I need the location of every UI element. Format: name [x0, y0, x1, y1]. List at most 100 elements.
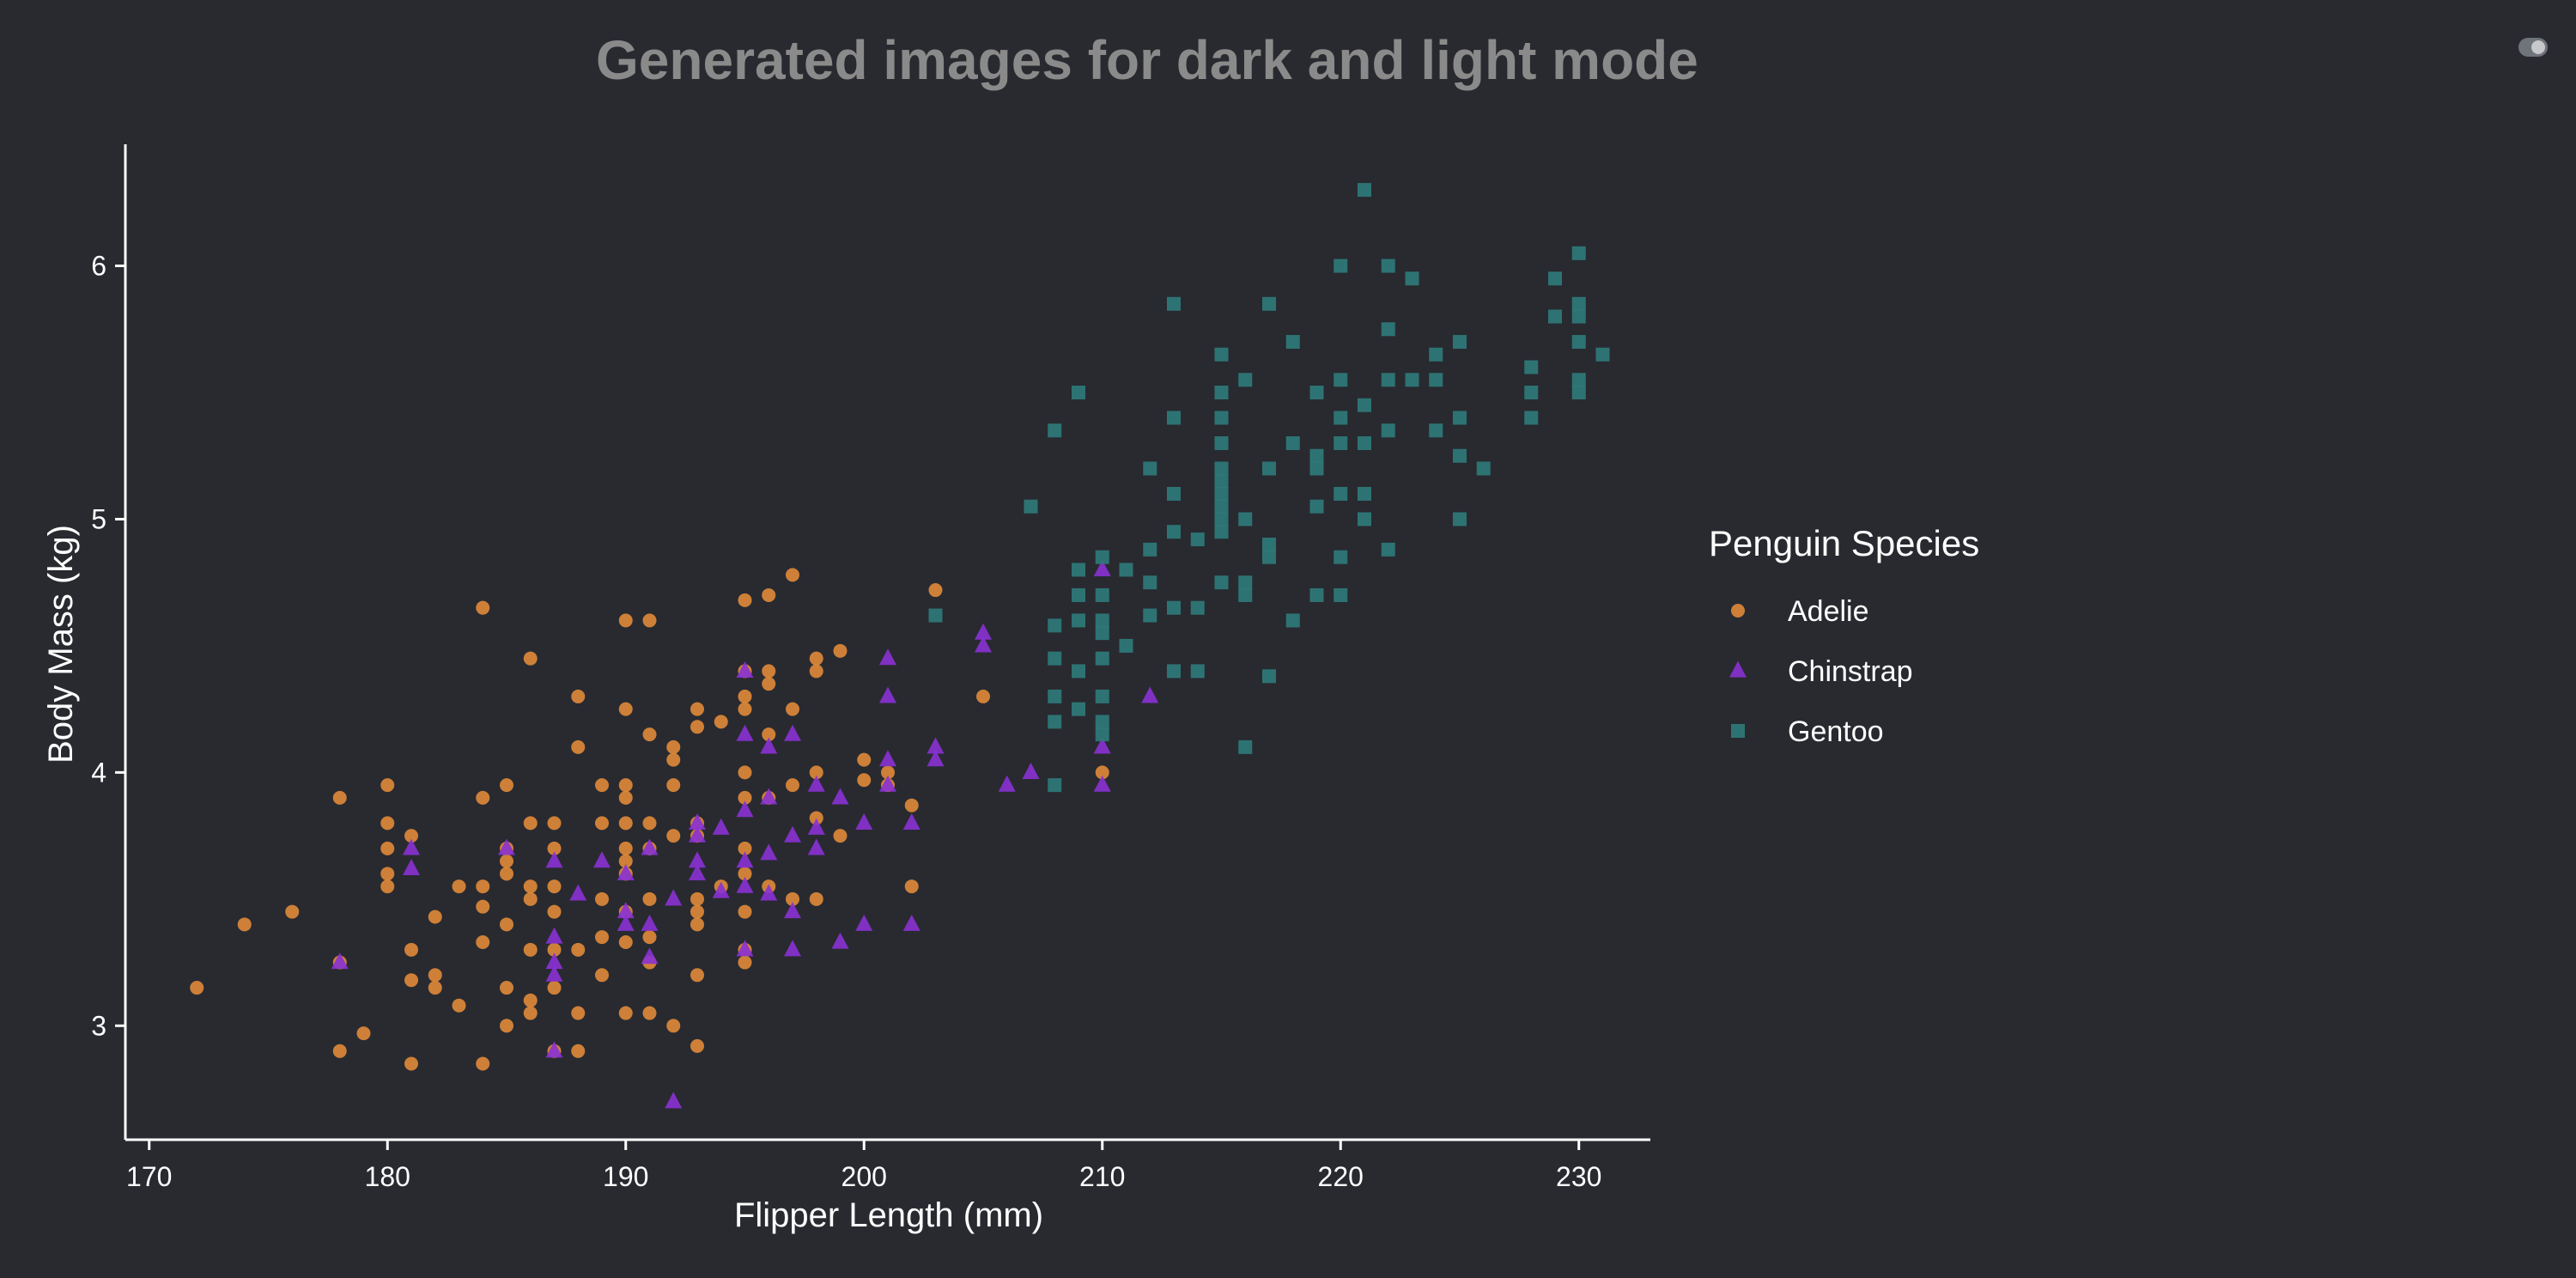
data-point [1358, 183, 1371, 198]
data-point [523, 651, 538, 666]
data-point [618, 854, 633, 868]
data-point [403, 838, 420, 855]
data-point [380, 841, 395, 855]
data-point [1095, 613, 1109, 628]
data-point [738, 689, 752, 703]
data-point [736, 876, 754, 893]
page-title: Generated images for dark and light mode [596, 29, 1698, 91]
data-point [879, 750, 896, 767]
data-point [714, 715, 728, 729]
legend-marker [1731, 604, 1745, 618]
data-point [1093, 560, 1111, 577]
data-point [476, 1056, 490, 1071]
data-point [476, 934, 490, 949]
data-point [571, 942, 586, 957]
data-point [356, 1026, 371, 1041]
data-point [545, 927, 563, 944]
data-point [641, 947, 659, 965]
data-point [1429, 373, 1443, 387]
data-point [738, 702, 752, 716]
data-point [547, 981, 562, 995]
data-point [690, 720, 704, 734]
data-point [809, 664, 823, 679]
data-point [1048, 651, 1062, 666]
data-point [547, 841, 562, 855]
legend-label: Chinstrap [1788, 655, 1913, 688]
data-point [547, 904, 562, 919]
data-point [927, 750, 945, 767]
data-point [498, 838, 515, 855]
data-point [595, 968, 609, 983]
data-point [879, 648, 896, 666]
data-point [738, 955, 752, 970]
data-point [1095, 587, 1109, 602]
data-point [904, 879, 919, 894]
legend-item-gentoo: Gentoo [1731, 715, 1884, 748]
data-point [1309, 448, 1324, 463]
data-point [642, 1006, 657, 1020]
data-point [618, 934, 633, 949]
data-point [786, 702, 799, 716]
series-gentoo [928, 183, 1610, 793]
data-point [1072, 386, 1085, 400]
data-point [736, 661, 754, 679]
data-point [1453, 335, 1467, 350]
data-point [1309, 587, 1324, 602]
data-point [332, 1044, 347, 1058]
data-point [1381, 259, 1395, 273]
data-point [404, 973, 418, 988]
legend-item-adelie: Adelie [1731, 595, 1869, 628]
data-point [1072, 587, 1085, 602]
data-point [1334, 550, 1348, 564]
data-point [855, 812, 873, 830]
data-point [1238, 512, 1253, 526]
y-tick-label: 3 [91, 1010, 106, 1041]
x-tick-label: 220 [1318, 1161, 1364, 1192]
data-point [831, 932, 849, 949]
data-point [665, 1092, 683, 1109]
data-point [1214, 575, 1229, 590]
data-point [712, 818, 730, 835]
data-point [569, 884, 587, 901]
data-point [618, 778, 633, 793]
data-point [595, 930, 609, 945]
data-point [689, 863, 706, 880]
data-point [1167, 600, 1181, 615]
data-point [1167, 411, 1181, 425]
data-point [928, 583, 943, 598]
data-point [690, 702, 704, 716]
data-point [1571, 246, 1586, 260]
data-point [689, 851, 706, 868]
data-point [190, 981, 204, 995]
data-point [902, 812, 920, 830]
data-point [331, 952, 349, 970]
data-point [1262, 550, 1276, 564]
data-point [1476, 461, 1491, 476]
data-point [404, 829, 418, 843]
data-point [1190, 600, 1205, 615]
data-point [1238, 373, 1253, 387]
data-point [404, 942, 418, 957]
data-point [736, 800, 754, 818]
data-point [593, 851, 611, 868]
data-point [809, 892, 823, 906]
data-point [1262, 461, 1276, 476]
data-point [500, 778, 513, 793]
data-point [762, 587, 776, 602]
legend-label: Gentoo [1788, 715, 1884, 748]
toggle-icon[interactable] [2518, 38, 2548, 57]
data-point [736, 940, 754, 957]
data-point [642, 613, 657, 628]
data-point [1214, 499, 1229, 514]
data-point [1285, 335, 1300, 350]
data-point [1022, 762, 1040, 779]
legend-marker [1729, 660, 1747, 678]
toggle-knob [2531, 40, 2545, 54]
data-point [642, 727, 657, 742]
data-point [1429, 423, 1443, 438]
data-point [1143, 575, 1157, 590]
data-point [642, 892, 657, 906]
data-point [641, 838, 659, 855]
data-point [690, 968, 704, 983]
